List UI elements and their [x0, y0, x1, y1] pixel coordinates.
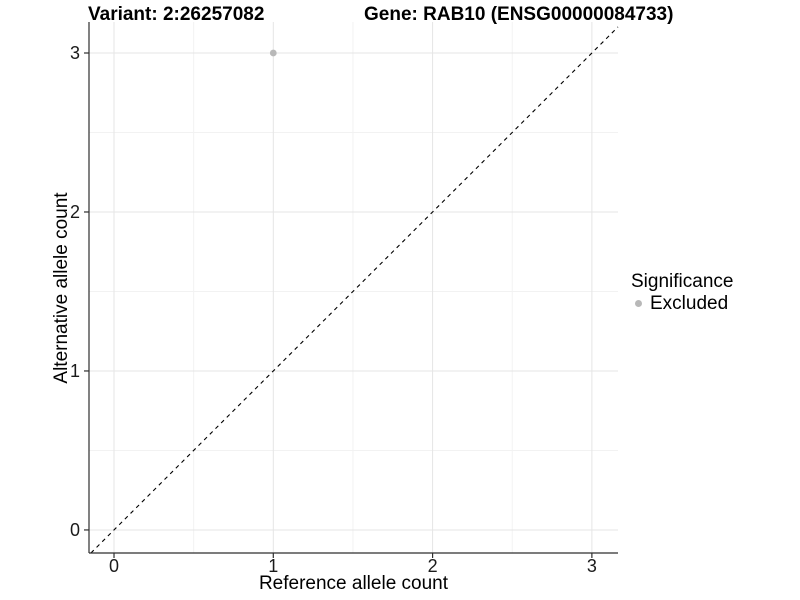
y-tick-label: 1 — [70, 361, 80, 381]
legend-title: Significance — [631, 271, 734, 292]
y-tick-label: 3 — [70, 43, 80, 63]
data-point-excluded — [269, 49, 277, 57]
gene-title: Gene: RAB10 (ENSG00000084733) — [364, 4, 674, 25]
variant-title: Variant: 2:26257082 — [88, 4, 265, 25]
y-axis-title: Alternative allele count — [51, 192, 72, 384]
legend-entry-excluded: Excluded — [631, 293, 796, 314]
data-points — [269, 49, 277, 57]
x-tick-label: 2 — [428, 556, 438, 576]
identity-dashed-line — [90, 26, 619, 554]
axis-ticks — [84, 52, 593, 558]
tick-labels: 0 1 2 3 0 1 2 3 — [70, 43, 597, 576]
axis-lines — [88, 22, 618, 554]
legend-entry-label: Excluded — [650, 293, 729, 314]
y-tick-label: 2 — [70, 202, 80, 222]
grid-minor — [89, 22, 618, 553]
x-axis-title: Reference allele count — [258, 573, 449, 594]
x-tick-label: 3 — [587, 556, 597, 576]
excluded-point-swatch-icon — [635, 300, 642, 307]
x-tick-label: 0 — [109, 556, 119, 576]
x-tick-label: 1 — [268, 556, 278, 576]
grid-major — [89, 22, 618, 553]
y-tick-label: 0 — [70, 520, 80, 540]
legend: Significance Excluded — [631, 271, 796, 314]
